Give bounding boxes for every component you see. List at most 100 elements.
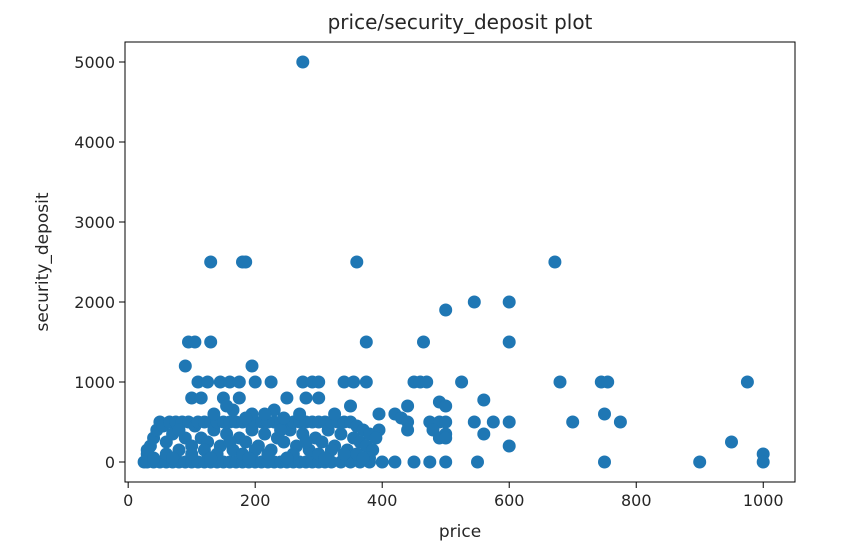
scatter-point [213,375,227,389]
scatter-point [467,295,481,309]
scatter-point [553,375,567,389]
scatter-point [277,411,291,425]
scatter-point [356,451,370,465]
scatter-point [693,455,707,469]
scatter-point [455,375,469,389]
scatter-point [598,407,611,421]
scatter-point [201,375,215,389]
scatter-point [439,415,453,429]
scatter-point [220,399,234,413]
scatter-point [232,391,246,405]
scatter-point [401,399,415,413]
scatter-point [172,423,186,437]
scatter-point [239,255,253,269]
scatter-point [477,427,491,441]
scatter-point [261,447,275,461]
scatter-point [372,407,386,421]
y-tick-label: 2000 [74,293,115,312]
x-tick-label: 0 [123,491,133,510]
scatter-point [166,451,180,465]
y-tick-label: 1000 [74,373,115,392]
scatter-point [740,375,754,389]
scatter-point [185,447,199,461]
x-tick-label: 200 [240,491,271,510]
scatter-point [344,399,357,413]
x-tick-label: 600 [494,491,525,510]
y-axis-ticks: 0 1000 2000 3000 4000 5000 [74,53,125,472]
scatter-point [245,359,259,373]
scatter-point [318,451,332,465]
scatter-point [350,255,364,269]
scatter-point [299,435,313,449]
scatter-point [264,375,278,389]
scatter-point [239,411,253,425]
y-tick-label: 3000 [74,213,115,232]
scatter-point [315,435,329,449]
scatter-point [420,375,434,389]
scatter-point [388,455,402,469]
x-axis-label: price [439,522,481,542]
scatter-point [204,335,218,349]
scatter-point [502,295,516,309]
scatter-point [312,375,326,389]
scatter-point [337,447,351,461]
scatter-points [137,55,770,469]
scatter-point [274,423,288,437]
scatter-point [548,255,562,269]
scatter-point [598,455,611,469]
x-axis-ticks: 0 200 400 600 800 1000 [123,482,784,510]
y-tick-label: 4000 [74,133,115,152]
scatter-point [439,303,453,317]
plot-frame [124,41,796,483]
scatter-point [312,391,326,405]
scatter-point [601,375,615,389]
scatter-point [239,435,253,449]
scatter-point [337,375,351,389]
scatter-point [334,427,348,441]
scatter-point [423,455,437,469]
x-tick-label: 400 [367,491,398,510]
scatter-point [502,439,516,453]
scatter-point [471,455,484,469]
scatter-point [296,375,310,389]
scatter-point [566,415,580,429]
scatter-point [375,455,389,469]
scatter-point [359,375,373,389]
scatter-point [258,427,272,441]
scatter-point [439,455,453,469]
scatter-point [502,335,516,349]
x-tick-label: 1000 [743,491,784,510]
scatter-point [439,399,453,413]
y-tick-label: 0 [105,453,115,472]
y-axis-label: security_deposit [33,192,53,331]
scatter-point [756,455,770,469]
scatter-point [299,391,313,405]
scatter-point [486,415,500,429]
scatter-point [502,415,516,429]
chart-title: price/security_deposit plot [328,10,593,34]
scatter-point [280,451,294,465]
scatter-point [293,407,307,421]
scatter-point [401,423,415,437]
scatter-point [147,451,161,465]
scatter-point [223,435,237,449]
scatter-point [439,431,453,445]
scatter-point [369,431,383,445]
scatter-point [232,375,246,389]
y-tick-label: 5000 [74,53,115,72]
scatter-point [613,415,627,429]
scatter-point [417,335,430,349]
scatter-point [280,391,294,405]
scatter-point [223,375,237,389]
scatter-point [467,415,481,429]
scatter-point [191,375,205,389]
scatter-point [725,435,738,449]
scatter-point [407,455,421,469]
scatter-point [207,407,221,421]
scatter-point [359,335,373,349]
scatter-point [277,435,291,449]
scatter-point [194,391,208,405]
scatter-point [296,55,310,69]
